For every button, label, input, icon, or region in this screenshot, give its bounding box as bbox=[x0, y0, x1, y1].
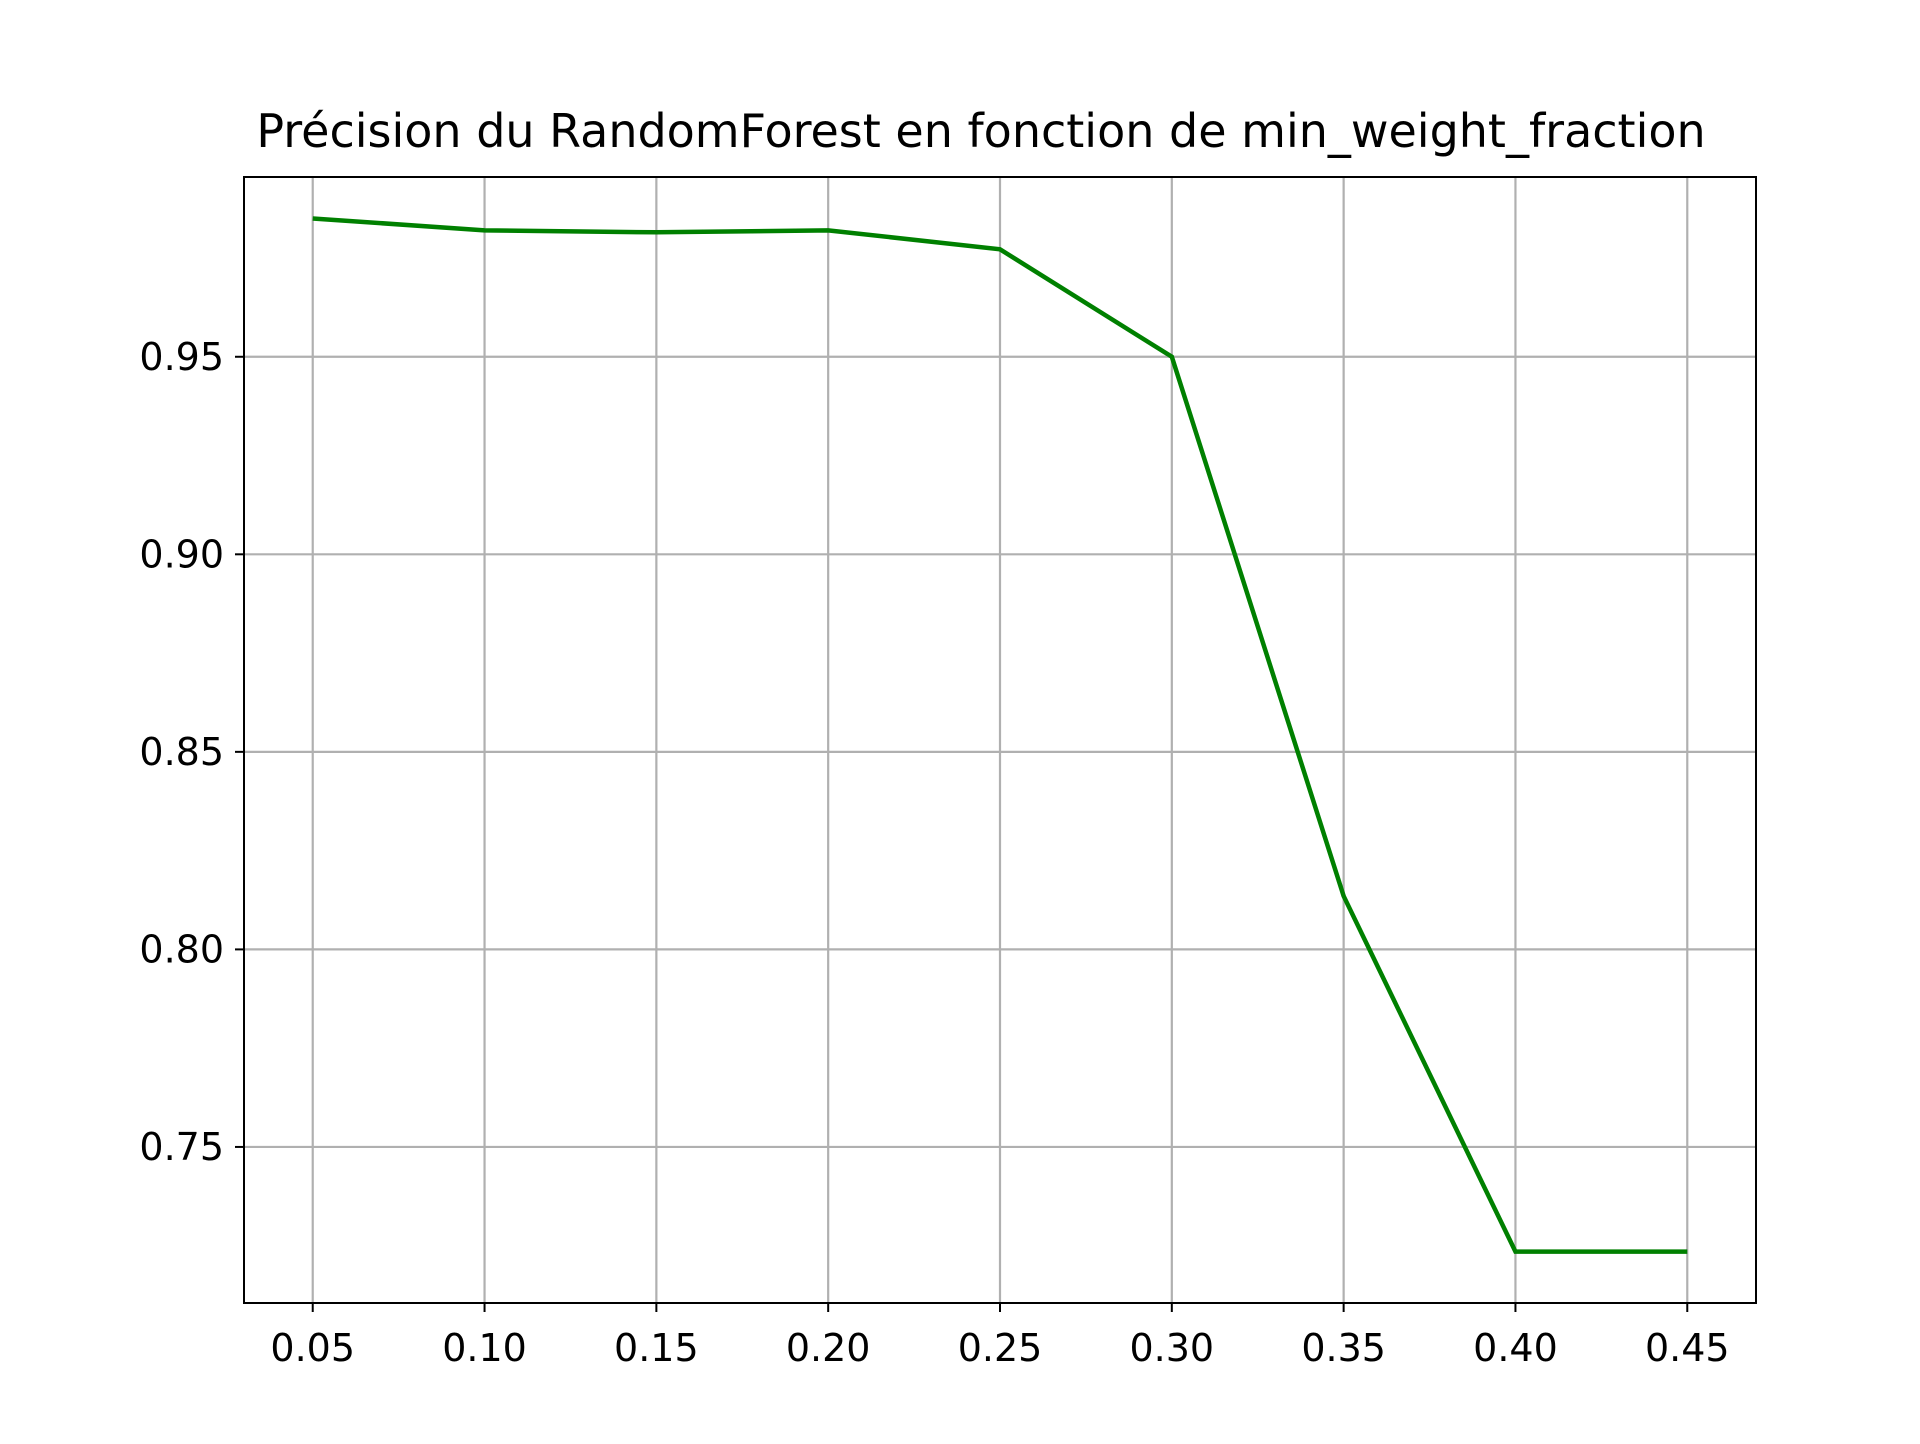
chart-title: Précision du RandomForest en fonction de… bbox=[256, 104, 1705, 158]
y-tick-label: 0.75 bbox=[139, 1125, 224, 1169]
y-tick-label: 0.85 bbox=[139, 730, 224, 774]
x-tick-label: 0.15 bbox=[614, 1326, 699, 1370]
y-tick-label: 0.90 bbox=[139, 532, 224, 576]
x-tick-label: 0.25 bbox=[958, 1326, 1043, 1370]
series-line bbox=[312, 216, 1688, 1254]
y-tick-label: 0.95 bbox=[139, 335, 224, 379]
x-tick-label: 0.45 bbox=[1645, 1326, 1730, 1370]
x-tick-label: 0.20 bbox=[786, 1326, 871, 1370]
x-tick-label: 0.30 bbox=[1130, 1326, 1215, 1370]
x-tick-label: 0.10 bbox=[442, 1326, 527, 1370]
grid bbox=[244, 177, 1756, 1303]
x-tick-label: 0.40 bbox=[1473, 1326, 1558, 1370]
series-layer bbox=[312, 216, 1688, 1254]
x-tick-label: 0.05 bbox=[270, 1326, 355, 1370]
x-tick-label: 0.35 bbox=[1301, 1326, 1386, 1370]
ticks: 0.05 0.10 0.15 0.20 0.25 0.30 0.35 0.40 0.45 0.75… bbox=[139, 335, 1729, 1370]
y-tick-label: 0.80 bbox=[139, 927, 224, 971]
